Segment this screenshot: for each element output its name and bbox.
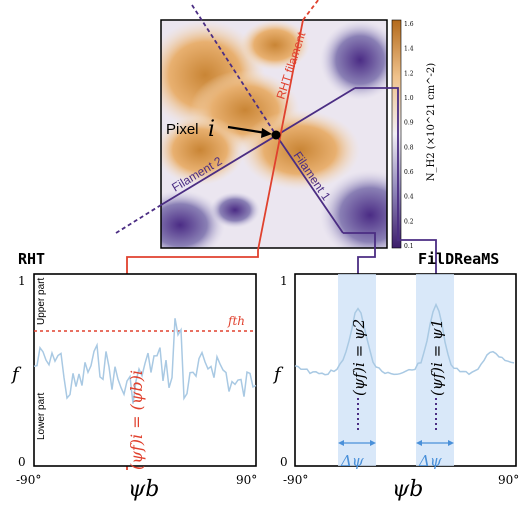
map-frame	[160, 19, 388, 249]
pixel-i-marker	[271, 130, 281, 140]
filament-2-band	[338, 274, 376, 466]
lower-part-label: Lower part	[36, 393, 47, 440]
rht-y-top-tick: 1	[18, 274, 26, 288]
left-panel-title: RHT	[18, 250, 45, 268]
filament-2-line	[160, 87, 356, 206]
peak1-label: (ψf)i = ψ1	[428, 319, 446, 396]
delta-psi-1-label: Δψ	[418, 452, 442, 470]
arrow-left-icon	[338, 440, 344, 446]
fildreams-distribution-curve	[294, 302, 515, 376]
fildreams-x-axis-label: ψb	[392, 477, 423, 502]
rht-angle-label: (ψf)i = (ψb)i	[127, 370, 146, 470]
colorbar-ticks: 1.6 1.4 1.2 1.0 0.9 0.8 0.6 0.4 0.2 0.1	[404, 21, 414, 250]
filament-1-line	[275, 134, 344, 234]
arrow-right-icon	[370, 440, 376, 446]
colorbar-tick-label: 0.4	[404, 194, 414, 201]
filament-lines	[115, 0, 356, 251]
rht-y-axis-label: f	[10, 364, 22, 385]
map-low-density-region	[161, 190, 225, 248]
pixel-index-label: i	[208, 117, 215, 142]
colorbar-tick-label: 0.1	[404, 243, 414, 250]
map-cloud-region	[240, 110, 360, 190]
pixel-pointer-arrow	[227, 125, 267, 135]
colorbar-tick-label: 1.4	[404, 46, 414, 53]
fildreams-y-top-tick: 1	[280, 274, 288, 288]
colorbar-tick-label: 0.2	[404, 218, 414, 225]
rht-plot: f 1 0 -90° 90° ψb Upper part Lower part …	[10, 273, 257, 502]
colorbar-label: N_H2 (×10^21 cm^-2)	[426, 63, 437, 182]
colorbar-tick-label: 1.0	[404, 95, 414, 102]
pixel-label: Pixel	[166, 121, 199, 138]
colorbar-tick-label: 0.6	[404, 169, 414, 176]
fildreams-y-bottom-tick: 0	[280, 455, 288, 469]
filament-1-extension-top	[191, 4, 277, 136]
colorbar-tick-label: 0.9	[404, 120, 414, 127]
rht-plot-frame	[33, 273, 257, 467]
column-density-map	[160, 19, 388, 249]
filament-2-extension	[115, 204, 162, 234]
upper-part-label: Upper part	[36, 278, 47, 325]
colorbar-scale	[391, 19, 402, 249]
fildreams-y-axis-label: f	[272, 364, 284, 385]
map-low-density-region	[210, 192, 260, 228]
peak2-label: (ψf)i = ψ2	[350, 319, 368, 396]
rht-x-left-tick: -90°	[16, 473, 41, 487]
colorbar: 1.6 1.4 1.2 1.0 0.9 0.8 0.6 0.4 0.2 0.1 N_H2 (×10…	[391, 19, 437, 250]
fildreams-x-right-tick: 90°	[498, 473, 519, 487]
threshold-label: fth	[227, 314, 245, 328]
rht-x-right-tick: 90°	[236, 473, 257, 487]
arrow-right-icon	[448, 440, 454, 446]
rht-x-axis-label: ψb	[128, 477, 159, 502]
fildreams-x-left-tick: -90°	[283, 473, 308, 487]
rht-distribution-curve	[33, 318, 257, 404]
map-cloud-region	[240, 20, 310, 70]
map-low-density-region	[320, 20, 387, 100]
colorbar-tick-label: 1.2	[404, 70, 414, 77]
colorbar-tick-label: 0.8	[404, 144, 414, 151]
fildreams-plot: Δψ Δψ (ψf)i = ψ2 (ψf)i = ψ1 f 1 0 -90° 9…	[272, 273, 519, 502]
arrow-left-icon	[416, 440, 422, 446]
delta-psi-2-label: Δψ	[340, 452, 364, 470]
rht-filament-extension	[302, 0, 320, 21]
arrow-head-icon	[261, 128, 272, 138]
colorbar-tick-label: 1.6	[404, 21, 414, 28]
right-panel-title: FilDReaMS	[418, 250, 499, 268]
rht-y-bottom-tick: 0	[18, 455, 26, 469]
fildreams-plot-frame	[294, 273, 517, 467]
map-low-density-region	[320, 170, 387, 248]
